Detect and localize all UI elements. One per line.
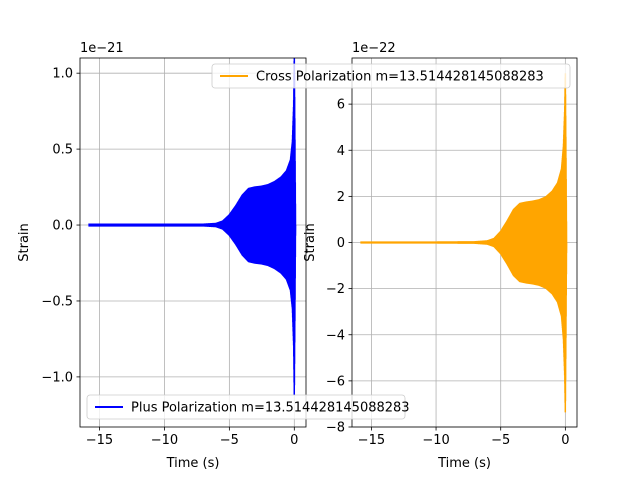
- y-tick-label: −1.0: [41, 370, 73, 385]
- y-tick-label: 1.0: [52, 67, 73, 82]
- x-axis-label: Time (s): [166, 456, 220, 471]
- y-tick-label: 4: [337, 144, 345, 159]
- axes-1: −15 −10 −5 0 −1.0 −0.5 0.0 0.5 1.0 1e−21 Time (s) S…: [17, 41, 307, 471]
- x-tick-label: −15: [86, 433, 113, 448]
- x-tick-label: −10: [151, 433, 178, 448]
- x-tick-label: −5: [491, 433, 510, 448]
- legend-2: Cross Polarization m=13.514428145088283: [211, 63, 571, 89]
- axes-2: −15 −10 −5 0 −8 −6 −4 −2 0 2 4 6 1e−22 Time (s) Strain: [303, 41, 578, 471]
- x-tick-label: 0: [290, 433, 298, 448]
- x-axis-label: Time (s): [437, 456, 491, 471]
- y-tick-label: −8: [326, 421, 345, 436]
- y-tick-label: 6: [337, 98, 345, 113]
- y-tick-label: 2: [337, 190, 345, 205]
- y-tick-label: 0.5: [52, 143, 73, 158]
- offset-text: 1e−22: [352, 41, 396, 56]
- y-tick-label: −0.5: [41, 294, 73, 309]
- y-tick-label: −6: [326, 374, 345, 389]
- legend-label: Plus Polarization m=13.514428145088283: [131, 401, 410, 416]
- x-tick-label: −10: [422, 433, 449, 448]
- y-axis-label: Strain: [303, 223, 318, 262]
- y-axis-label: Strain: [17, 223, 32, 262]
- x-tick-label: 0: [561, 433, 569, 448]
- legend-label: Cross Polarization m=13.514428145088283: [256, 70, 544, 85]
- series-line: [88, 58, 297, 396]
- x-tick-label: −15: [358, 433, 385, 448]
- legend-box: [86, 394, 406, 420]
- y-tick-label: 0.0: [52, 219, 73, 234]
- x-tick-label: −5: [220, 433, 239, 448]
- y-tick-label: 0: [337, 236, 345, 251]
- axes-frame: [79, 57, 307, 428]
- y-tick-label: −2: [326, 282, 345, 297]
- series-line: [360, 73, 568, 413]
- legend-1: Plus Polarization m=13.514428145088283: [86, 394, 410, 420]
- legend-box: [211, 63, 571, 89]
- offset-text: 1e−21: [80, 41, 124, 56]
- y-tick-label: −4: [326, 328, 345, 343]
